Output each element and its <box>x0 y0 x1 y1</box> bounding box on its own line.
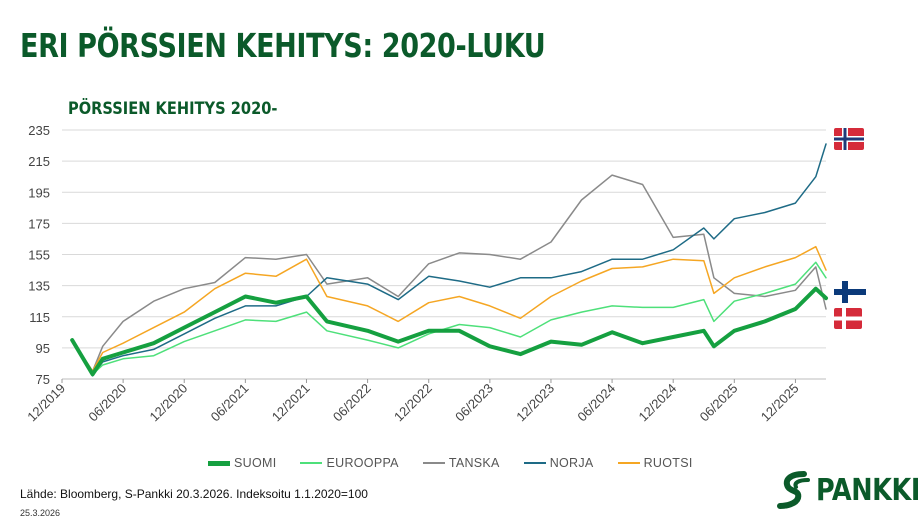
x-tick-label: 12/2023 <box>513 381 557 425</box>
x-tick-label: 12/2020 <box>147 381 191 425</box>
y-tick-label: 135 <box>28 279 50 294</box>
legend-item-ruotsi: RUOTSI <box>617 456 693 470</box>
line-chart: 75 95 115 135 155 175 195 215 235 12/2019 06/2020… <box>24 123 828 425</box>
x-tick-label: 06/2021 <box>208 381 252 425</box>
y-axis-ticks: 75 95 115 135 155 175 195 215 235 <box>28 123 50 387</box>
x-tick-label: 06/2025 <box>697 381 741 425</box>
x-tick-label: 06/2020 <box>85 381 129 425</box>
y-tick-label: 235 <box>28 123 50 138</box>
series-line-suomi <box>70 286 828 377</box>
y-tick-label: 155 <box>28 248 50 263</box>
norway-flag-icon <box>834 128 864 150</box>
legend-item-tanska: TANSKA <box>422 456 500 470</box>
y-tick-label: 75 <box>36 372 50 387</box>
legend-swatch <box>208 460 230 466</box>
legend-item-suomi: SUOMI <box>208 456 276 470</box>
legend-swatch <box>617 462 640 464</box>
logo-text: PANKKI <box>816 472 920 508</box>
series-lines <box>70 143 828 377</box>
x-tick-label: 06/2022 <box>330 381 374 425</box>
series-line-eurooppa <box>71 261 827 376</box>
legend-swatch <box>523 462 546 464</box>
denmark-flag-icon <box>834 308 862 329</box>
grid <box>62 129 826 380</box>
chart-legend: SUOMI EUROOPPA TANSKA NORJA RUOTSI <box>208 456 717 470</box>
legend-label: RUOTSI <box>643 456 693 470</box>
legend-label: NORJA <box>549 456 594 470</box>
chart-title: PÖRSSIEN KEHITYS 2020- <box>68 99 278 119</box>
publish-date: 25.3.2026 <box>20 508 61 518</box>
y-tick-label: 215 <box>28 154 50 169</box>
y-tick-label: 95 <box>36 341 50 356</box>
series-line-norja <box>71 143 827 377</box>
legend-item-norja: NORJA <box>523 456 594 470</box>
legend-swatch <box>300 462 323 464</box>
x-tick-label: 12/2019 <box>24 381 68 425</box>
finland-flag-icon <box>834 281 866 303</box>
x-tick-label: 12/2021 <box>269 381 313 425</box>
s-pankki-logo: PANKKI <box>776 470 923 510</box>
y-tick-label: 115 <box>29 310 50 325</box>
x-axis-ticks: 12/2019 06/2020 12/2020 06/2021 12/2021 06/20… <box>24 379 802 425</box>
x-tick-label: 06/2023 <box>452 381 496 425</box>
s-logo-icon <box>777 471 810 509</box>
page-title: ERI PÖRSSIEN KEHITYS: 2020-LUKU <box>20 26 546 65</box>
legend-item-eurooppa: EUROOPPA <box>300 456 399 470</box>
y-tick-label: 175 <box>28 216 50 231</box>
legend-label: TANSKA <box>448 456 500 470</box>
series-line-tanska <box>71 174 827 372</box>
x-tick-label: 12/2022 <box>391 381 435 425</box>
x-tick-label: 12/2025 <box>758 381 802 425</box>
legend-label: EUROOPPA <box>326 456 399 470</box>
legend-swatch <box>422 462 445 464</box>
x-tick-label: 12/2024 <box>635 381 679 425</box>
series-line-ruotsi <box>71 245 827 372</box>
x-tick-label: 06/2024 <box>574 381 618 425</box>
source-note: Lähde: Bloomberg, S-Pankki 20.3.2026. In… <box>20 487 368 501</box>
y-tick-label: 195 <box>28 185 50 200</box>
legend-label: SUOMI <box>234 456 277 470</box>
